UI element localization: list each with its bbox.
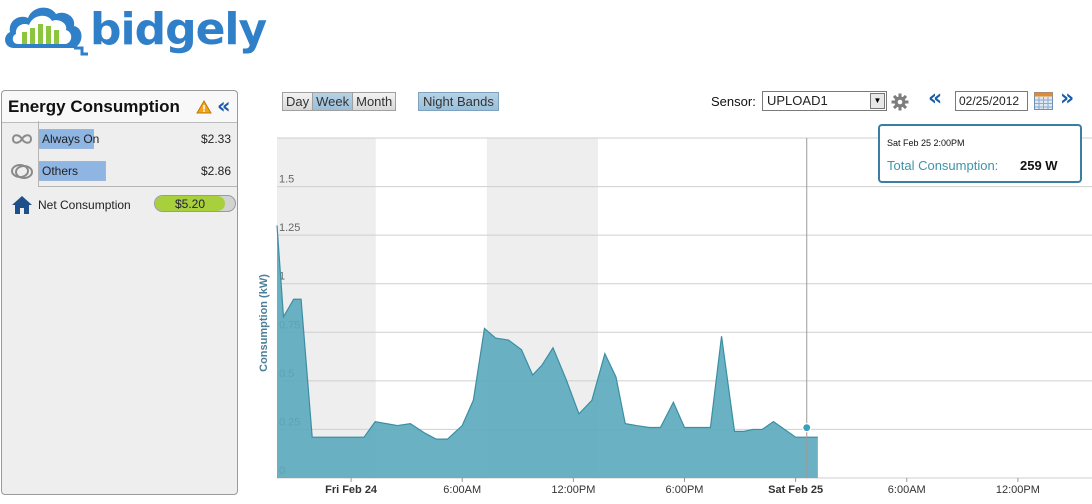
previous-date-icon[interactable]: « — [928, 86, 943, 111]
sensor-label: Sensor: — [711, 94, 756, 109]
divider — [38, 186, 237, 187]
y-tick-label: 1.5 — [279, 174, 294, 186]
period-week-button[interactable]: Week — [313, 92, 354, 111]
net-consumption-label: Net Consumption — [38, 198, 131, 212]
warning-icon[interactable] — [196, 100, 212, 114]
x-tick-label: Fri Feb 24 — [325, 484, 378, 496]
y-tick-label: 1 — [279, 271, 285, 283]
tooltip-time: Sat Feb 25 2:00PM — [887, 138, 965, 148]
chart-tooltip: Sat Feb 25 2:00PM Total Consumption: 259… — [878, 124, 1082, 183]
gear-icon[interactable] — [891, 93, 909, 111]
infinity-icon — [11, 134, 33, 144]
net-consumption-value: $5.20 — [174, 197, 206, 211]
x-tick-label: 12:00PM — [551, 484, 595, 496]
x-tick-label: Sat Feb 25 — [768, 484, 823, 496]
y-axis-label: Consumption (kW) — [258, 274, 270, 372]
house-icon — [12, 196, 32, 214]
category-label: Others — [42, 164, 79, 178]
consumption-line — [276, 225, 818, 440]
period-day-button[interactable]: Day — [282, 92, 314, 111]
rings-icon — [11, 164, 33, 179]
category-label: Always On — [42, 132, 100, 146]
period-selector: Day Week Month — [282, 92, 397, 111]
bidgely-logo[interactable]: bidgely — [2, 2, 267, 62]
highlight-point — [802, 423, 812, 433]
tooltip-value: 259 W — [1020, 158, 1058, 173]
x-tick-label: 12:00PM — [996, 484, 1040, 496]
x-tick-label: 6:00AM — [888, 484, 926, 496]
consumption-area — [277, 225, 818, 478]
next-date-icon[interactable]: » — [1060, 86, 1075, 111]
category-value: $2.86 — [200, 164, 231, 178]
y-tick-label: 1.25 — [279, 222, 300, 234]
night-bands-button[interactable]: Night Bands — [418, 92, 499, 111]
category-row-always-on[interactable]: Always On $2.33 — [2, 124, 237, 154]
brand-name: bidgely — [90, 4, 267, 55]
category-value: $2.33 — [200, 132, 231, 146]
sensor-value: UPLOAD1 — [767, 93, 828, 108]
x-tick-label: 6:00AM — [443, 484, 481, 496]
panel-header: Energy Consumption « — [2, 91, 237, 123]
collapse-panel-icon[interactable]: « — [217, 94, 231, 118]
x-tick-label: 6:00PM — [666, 484, 704, 496]
period-month-button[interactable]: Month — [353, 92, 397, 111]
calendar-icon[interactable] — [1034, 91, 1053, 110]
net-consumption-row[interactable]: Net Consumption $5.20 — [2, 191, 237, 221]
cloud-logo-icon — [5, 7, 88, 56]
category-row-others[interactable]: Others $2.86 — [2, 156, 237, 186]
panel-title: Energy Consumption — [8, 97, 180, 116]
tooltip-label: Total Consumption: — [887, 158, 999, 173]
divider — [38, 121, 39, 186]
dropdown-arrow-icon[interactable]: ▼ — [870, 93, 885, 109]
sensor-select[interactable]: UPLOAD1 ▼ — [762, 91, 887, 111]
energy-consumption-panel: Energy Consumption « Always On $2.33 Oth… — [1, 90, 238, 495]
net-consumption-fill — [155, 196, 225, 211]
net-consumption-pill: $5.20 — [154, 195, 236, 212]
date-input[interactable]: 02/25/2012 — [955, 91, 1028, 111]
